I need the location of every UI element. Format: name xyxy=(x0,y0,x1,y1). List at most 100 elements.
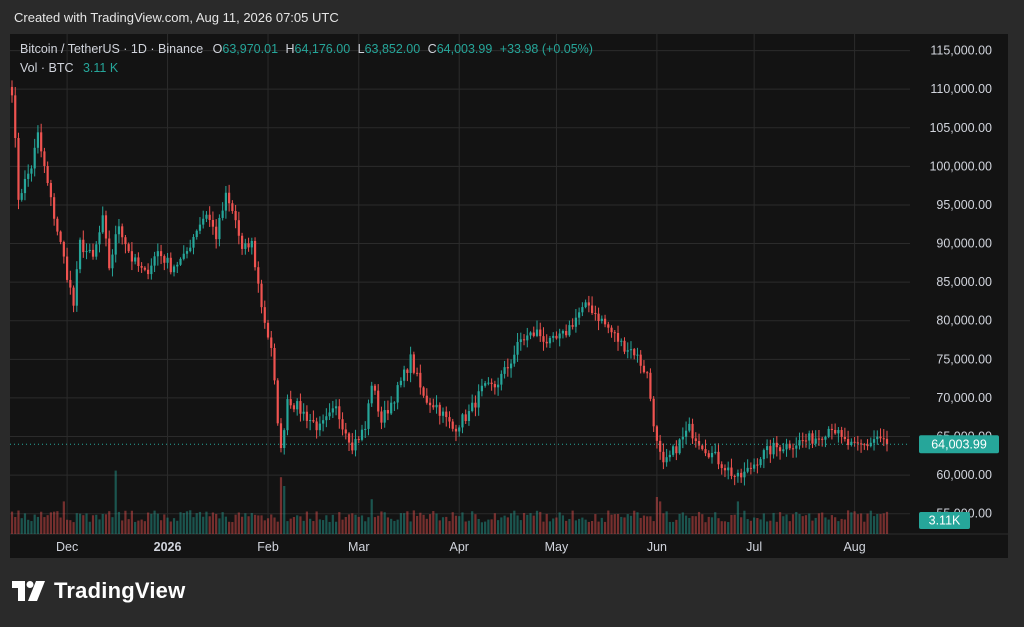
y-tick-label: 85,000.00 xyxy=(936,275,992,289)
volume-bar xyxy=(707,516,710,534)
volume-bar xyxy=(331,514,334,534)
volume-bar xyxy=(561,515,565,534)
volume-bar xyxy=(143,521,146,534)
volume-bar xyxy=(532,515,535,534)
volume-bar xyxy=(571,510,574,534)
candle xyxy=(247,243,250,248)
candle xyxy=(467,411,471,422)
candle xyxy=(704,449,707,454)
volume-label[interactable]: Vol · BTC xyxy=(20,61,74,75)
volume-bar xyxy=(127,519,130,534)
volume-bar xyxy=(75,513,78,534)
volume-bar xyxy=(309,518,312,534)
candle xyxy=(205,214,208,219)
candle xyxy=(785,443,788,450)
volume-bar xyxy=(422,514,425,534)
candle xyxy=(383,410,386,423)
volume-bar xyxy=(328,521,331,534)
candle xyxy=(185,251,189,254)
volume-bar xyxy=(649,516,652,534)
candle xyxy=(509,363,513,369)
volume-bar xyxy=(759,519,762,534)
volume-bar xyxy=(302,520,305,534)
candle xyxy=(315,421,318,431)
candle xyxy=(137,257,140,266)
candle xyxy=(147,269,150,275)
candle xyxy=(817,438,821,440)
candle xyxy=(830,428,834,430)
candle xyxy=(367,403,370,429)
candle xyxy=(856,442,859,444)
volume-bar xyxy=(701,514,704,534)
candle xyxy=(140,265,143,268)
candle xyxy=(859,443,863,445)
candle xyxy=(769,446,772,455)
candle xyxy=(552,335,555,338)
candle xyxy=(344,429,347,434)
volume-bar xyxy=(542,521,545,534)
volume-bar xyxy=(866,513,869,534)
volume-bar xyxy=(587,521,590,534)
volume-bar xyxy=(876,514,879,534)
volume-bar xyxy=(655,497,659,534)
volume-bar xyxy=(289,518,292,534)
volume-bar xyxy=(684,515,688,534)
change-value: +33.98 (+0.05%) xyxy=(499,42,593,56)
candle xyxy=(461,414,464,428)
candle xyxy=(464,414,467,422)
y-tick-label: 115,000.00 xyxy=(930,44,992,58)
y-tick-label: 60,000.00 xyxy=(936,468,992,482)
volume-bar xyxy=(743,510,746,534)
candle xyxy=(305,411,309,421)
candle xyxy=(694,438,697,442)
price-chart[interactable]: 55,000.0060,000.0065,000.0070,000.0075,0… xyxy=(10,34,1008,558)
brand-name: TradingView xyxy=(54,578,186,603)
volume-bar xyxy=(753,517,756,534)
volume-bar xyxy=(231,522,234,534)
candle xyxy=(283,430,286,449)
candle xyxy=(532,332,535,336)
volume-bar xyxy=(581,517,584,534)
candle xyxy=(500,373,503,385)
candle xyxy=(289,399,292,406)
volume-bar xyxy=(357,516,360,534)
volume-bar xyxy=(454,515,458,534)
candle xyxy=(75,269,78,306)
volume-bar xyxy=(636,512,639,534)
volume-bar xyxy=(493,513,496,534)
candle xyxy=(62,241,65,257)
chart-panel[interactable]: 55,000.0060,000.0065,000.0070,000.0075,0… xyxy=(10,34,1008,558)
candle xyxy=(27,173,30,179)
candle xyxy=(798,440,801,446)
volume-bar xyxy=(633,510,636,534)
candle xyxy=(338,406,341,420)
volume-bar xyxy=(53,511,56,534)
brand[interactable]: TradingView xyxy=(12,578,185,604)
volume-bar xyxy=(91,515,95,534)
volume-bar xyxy=(403,513,406,534)
volume-bar xyxy=(847,510,850,534)
candle xyxy=(801,440,804,442)
candle xyxy=(736,472,740,477)
candle xyxy=(603,318,607,325)
candle xyxy=(493,384,496,388)
candle xyxy=(198,224,202,231)
candle xyxy=(279,423,283,449)
candle xyxy=(568,325,571,336)
y-tick-label: 95,000.00 xyxy=(936,198,992,212)
volume-bar xyxy=(20,518,23,534)
volume-bar xyxy=(10,511,14,534)
volume-bar xyxy=(338,512,341,534)
volume-bar xyxy=(121,520,124,534)
x-tick-label: Feb xyxy=(257,540,279,554)
volume-bar xyxy=(834,517,837,534)
candle xyxy=(257,267,260,284)
volume-bar xyxy=(159,520,163,534)
chart-credit: Created with TradingView.com, Aug 11, 20… xyxy=(14,10,339,25)
candle xyxy=(539,329,542,337)
symbol-label[interactable]: Bitcoin / TetherUS · 1D · Binance xyxy=(20,42,204,56)
candle xyxy=(885,438,889,445)
volume-bar xyxy=(487,519,490,534)
candle xyxy=(668,454,671,458)
chart-legend: Bitcoin / TetherUS · 1D · Binance O63,97… xyxy=(20,40,593,78)
